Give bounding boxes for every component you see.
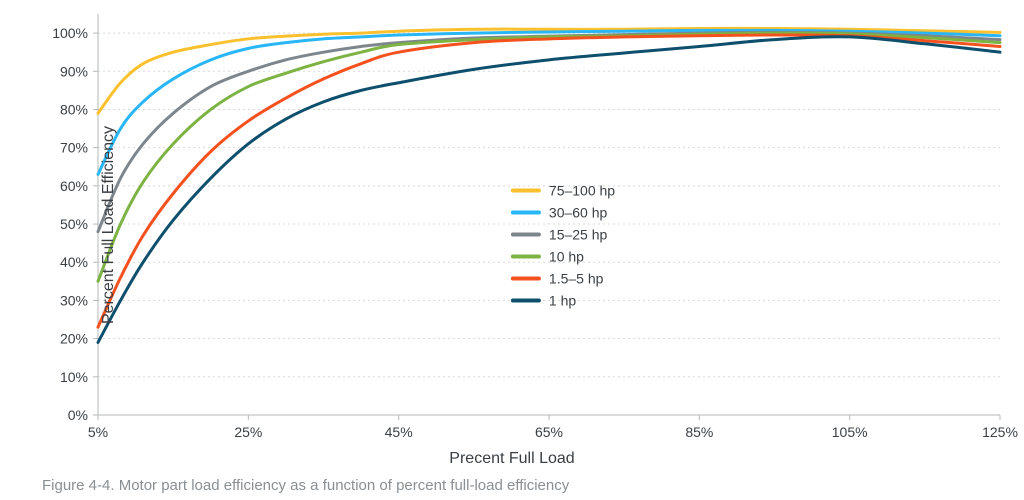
legend-label-30-60-hp: 30–60 hp xyxy=(549,204,608,220)
y-tick-label: 10% xyxy=(60,369,88,385)
y-axis-label: Percent Full Load Efficiency xyxy=(100,126,118,324)
figure-caption: Figure 4-4. Motor part load efficiency a… xyxy=(42,477,569,494)
chart-container: Percent Full Load Efficiency 0% 10% 20% 30%… xyxy=(0,0,1024,500)
y-tick-label: 0% xyxy=(68,407,88,423)
legend-label-15-25-hp: 15–25 hp xyxy=(549,226,608,242)
x-axis-label: Precent Full Load xyxy=(0,450,1024,468)
y-tick-label: 50% xyxy=(60,216,88,232)
y-tick-label: 90% xyxy=(60,63,88,79)
legend-label-75-100-hp: 75–100 hp xyxy=(549,182,615,198)
y-tick-label: 30% xyxy=(60,292,88,308)
y-tick-label: 40% xyxy=(60,254,88,270)
x-tick-label: 105% xyxy=(832,424,868,440)
y-tick-label: 20% xyxy=(60,331,88,347)
legend-label-10-hp: 10 hp xyxy=(549,248,584,264)
x-tick-label: 125% xyxy=(982,424,1018,440)
y-tick-label: 70% xyxy=(60,140,88,156)
line-chart: 0% 10% 20% 30% 40% 50% 60% 70% 80% 90% 100% 5% 25% 45… xyxy=(0,0,1024,500)
y-tick-label: 60% xyxy=(60,178,88,194)
legend-label-1p5-5-hp: 1.5–5 hp xyxy=(549,270,604,286)
x-tick-label: 45% xyxy=(385,424,413,440)
legend-label-1-hp: 1 hp xyxy=(549,292,576,308)
y-tick-label: 80% xyxy=(60,101,88,117)
x-tick-label: 5% xyxy=(88,424,108,440)
y-tick-label: 100% xyxy=(52,25,88,41)
x-tick-label: 85% xyxy=(685,424,713,440)
x-tick-label: 65% xyxy=(535,424,563,440)
x-tick-label: 25% xyxy=(234,424,262,440)
series-line-30-60-hp xyxy=(98,30,1000,174)
